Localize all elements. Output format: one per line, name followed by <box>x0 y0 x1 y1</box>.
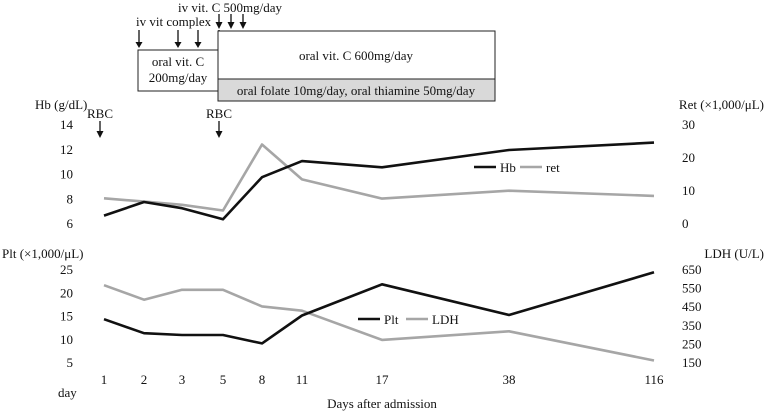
x-tick-label: 8 <box>259 372 266 387</box>
box-oral-folate-thiamine <box>217 78 496 102</box>
hb-series-line <box>103 141 655 221</box>
right-tick-label: 650 <box>682 262 702 277</box>
x-tick-label: 17 <box>376 372 390 387</box>
left-tick-label: 15 <box>60 309 73 324</box>
iv-vit-complex-arrowhead <box>194 42 202 48</box>
hb-axis-label: Hb (g/dL) <box>35 97 87 112</box>
x-tick-label: 38 <box>503 372 516 387</box>
x-tick-label: 2 <box>141 372 148 387</box>
rbc-annotation-label: RBC <box>87 106 113 121</box>
iv-vit-c-arrowhead <box>227 22 235 29</box>
x-axis-title: Days after admission <box>327 396 437 411</box>
left-tick-label: 5 <box>67 355 74 370</box>
x-tick-label: 3 <box>179 372 186 387</box>
bottom-series <box>103 271 655 362</box>
rbc-annotation-label: RBC <box>206 106 232 121</box>
left-tick-label: 25 <box>60 262 73 277</box>
x-tick-labels: 1 2 3 5 8 11 17 38 116 <box>101 372 664 387</box>
box-oral-vit-c-600 <box>217 30 496 80</box>
right-tick-label: 150 <box>682 355 702 370</box>
iv-vit-complex-label: iv vit complex <box>136 14 212 29</box>
top-series <box>103 141 655 221</box>
left-tick-label: 14 <box>60 117 74 132</box>
right-tick-label: 30 <box>682 117 695 132</box>
ldh-series-line <box>103 283 655 362</box>
x-tick-label: 11 <box>296 372 309 387</box>
x-axis-day-label: day <box>58 385 77 400</box>
left-tick-label: 12 <box>60 142 73 157</box>
left-tick-label: 10 <box>60 332 73 347</box>
plt-axis-label: Plt (×1,000/μL) <box>2 246 83 261</box>
top-legend: Hb ret <box>474 160 560 175</box>
left-tick-label: 10 <box>60 167 73 182</box>
right-tick-label: 450 <box>682 299 702 314</box>
iv-vit-complex-arrowhead <box>135 42 143 48</box>
plt-series-line <box>103 271 655 345</box>
rbc-arrowhead <box>96 131 104 138</box>
right-tick-label: 550 <box>682 281 702 296</box>
right-tick-label: 0 <box>682 216 689 231</box>
left-tick-label: 8 <box>67 191 74 206</box>
rbc-annotations: RBC RBC <box>87 106 232 138</box>
iv-vit-c-arrowhead <box>239 22 247 29</box>
ldh-axis-label: LDH (U/L) <box>704 246 764 261</box>
plt-tick-labels: 5 10 15 20 25 <box>60 262 73 370</box>
iv-vit-c-label: iv vit. C 500mg/day <box>178 0 283 15</box>
legend-label-ldh: LDH <box>432 312 459 327</box>
ret-series-line <box>103 143 655 212</box>
rbc-arrowhead <box>215 131 223 138</box>
bottom-panel: Plt (×1,000/μL) LDH (U/L) 5 10 15 20 25 150 2… <box>2 246 764 370</box>
legend-label-plt: Plt <box>384 312 399 327</box>
iv-vit-complex-arrowhead <box>174 42 182 48</box>
ret-axis-label: Ret (×1,000/μL) <box>679 97 764 112</box>
iv-vit-c-arrowhead <box>215 22 223 29</box>
x-tick-label: 5 <box>220 372 227 387</box>
ret-tick-labels: 0 10 20 30 <box>682 117 695 231</box>
box-oral-folate-thiamine-text: oral folate 10mg/day, oral thiamine 50mg… <box>237 83 476 98</box>
box-oral-vit-c-600-text: oral vit. C 600mg/day <box>299 48 414 63</box>
x-tick-label: 116 <box>644 372 664 387</box>
right-tick-label: 20 <box>682 150 695 165</box>
x-tick-label: 1 <box>101 372 108 387</box>
ldh-tick-labels: 150 250 350 450 550 650 <box>682 262 702 370</box>
left-tick-label: 20 <box>60 285 73 300</box>
top-panel: Hb (g/dL) Ret (×1,000/μL) 6 8 10 12 14 0 10 20… <box>35 97 764 231</box>
hb-tick-labels: 6 8 10 12 14 <box>60 117 74 231</box>
right-tick-label: 10 <box>682 183 695 198</box>
treatment-timeline: iv vit complex iv vit. C 500mg/day oral … <box>135 0 496 102</box>
box-oral-vit-c-200-text: oral vit. C 200mg/day <box>149 54 208 85</box>
legend-label-hb: Hb <box>500 160 516 175</box>
left-tick-label: 6 <box>67 216 74 231</box>
legend-label-ret: ret <box>546 160 560 175</box>
bottom-legend: Plt LDH <box>358 312 459 327</box>
right-tick-label: 250 <box>682 336 702 351</box>
right-tick-label: 350 <box>682 318 702 333</box>
